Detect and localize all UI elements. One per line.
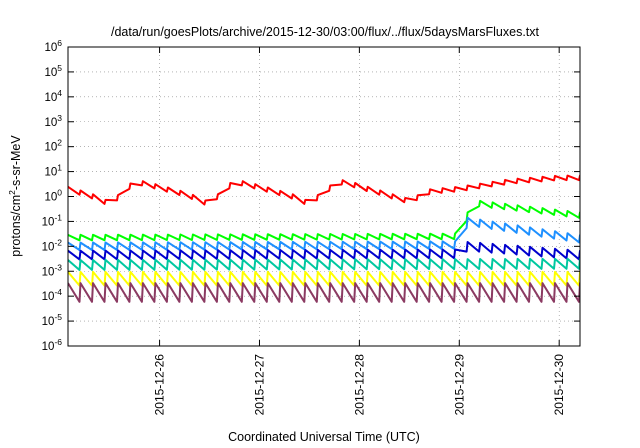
y-axis-label-rest: -s-sr-MeV	[9, 135, 23, 191]
series-line-3	[68, 216, 580, 251]
y-tick-label: 104	[44, 88, 62, 104]
series-line-1	[68, 174, 580, 206]
y-tick-label: 10-3	[42, 262, 63, 278]
y-tick-label: 106	[44, 38, 62, 54]
x-tick-label: 2015-12-26	[153, 354, 167, 416]
x-tick-label: 2015-12-28	[352, 354, 366, 416]
series-group	[68, 174, 580, 303]
y-tick-label: 10-1	[42, 212, 63, 228]
y-tick-label: 103	[44, 113, 62, 129]
y-tick-label: 101	[44, 163, 62, 179]
y-tick-label: 10-4	[42, 287, 63, 303]
series-line-2	[68, 199, 580, 242]
x-axis-label: Coordinated Universal Time (UTC)	[228, 430, 420, 444]
axes: 10-6 10-5 10-4 10-3 10-2 10-1 100 101 102 103 104 1…	[42, 38, 580, 415]
y-tick-label: 10-6	[42, 337, 63, 353]
y-axis-label-base: protons/cm	[9, 195, 23, 257]
x-tick-label: 2015-12-27	[252, 354, 266, 416]
y-tick-label: 105	[44, 63, 62, 79]
y-tick-label: 10-5	[42, 312, 63, 328]
y-axis-label-sup: 2	[7, 190, 17, 195]
series-line-6	[68, 270, 580, 287]
series-line-5	[68, 257, 580, 271]
y-axis-label: protons/cm2-s-sr-MeV	[7, 135, 23, 257]
series-line-4	[68, 241, 580, 261]
y-tick-label: 102	[44, 138, 62, 154]
y-tick-label: 10-2	[42, 237, 63, 253]
chart-title: /data/run/goesPlots/archive/2015-12-30/0…	[111, 25, 540, 39]
y-tick-label: 100	[44, 188, 62, 204]
plot-frame	[67, 46, 581, 347]
x-tick-label: 2015-12-29	[452, 354, 466, 416]
x-tick-label: 2015-12-30	[552, 354, 566, 416]
series-line-7	[68, 282, 580, 303]
